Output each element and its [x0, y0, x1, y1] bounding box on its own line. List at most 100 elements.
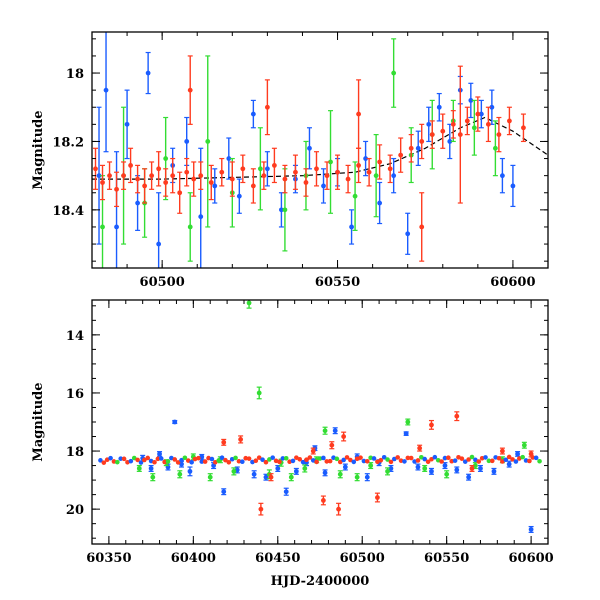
baseline-point	[520, 454, 525, 460]
top-plot-frame	[91, 31, 549, 269]
baseline-point	[429, 456, 434, 462]
data-point	[156, 166, 162, 172]
baseline-point	[425, 459, 431, 465]
baseline-point	[314, 459, 319, 465]
baseline-point	[361, 458, 367, 464]
data-point	[221, 489, 227, 495]
baseline-point	[422, 456, 428, 462]
data-point	[240, 166, 246, 172]
data-point	[335, 169, 340, 175]
data-point	[103, 87, 109, 93]
data-point	[302, 466, 308, 471]
data-point	[500, 448, 505, 454]
data-point	[440, 128, 446, 134]
data-point	[163, 180, 169, 185]
x-tick-label: 60500	[140, 275, 185, 290]
data-point	[363, 156, 368, 161]
baseline-point	[260, 457, 265, 463]
data-point	[426, 121, 432, 127]
data-point	[229, 176, 235, 182]
data-point	[521, 442, 527, 448]
baseline-point	[189, 459, 194, 465]
data-point	[264, 104, 270, 110]
data-point	[177, 471, 183, 477]
data-point	[329, 442, 335, 448]
data-point	[506, 461, 512, 467]
baseline-point	[432, 454, 438, 460]
baseline-point	[442, 455, 448, 461]
baseline-point	[483, 455, 488, 460]
baseline-point	[408, 455, 414, 461]
x-tick-label: 60400	[171, 551, 216, 566]
baseline-point	[334, 456, 340, 462]
data-point	[391, 173, 397, 179]
baseline-point	[236, 458, 242, 464]
baseline-point	[263, 459, 269, 465]
data-point	[491, 468, 497, 474]
data-point	[391, 70, 397, 76]
data-point	[403, 431, 409, 437]
baseline-point	[337, 459, 343, 465]
baseline-point	[108, 455, 113, 461]
baseline-point	[358, 455, 363, 460]
data-point	[492, 145, 498, 151]
baseline-point	[118, 456, 124, 461]
baseline-point	[199, 459, 205, 464]
data-point	[187, 468, 193, 474]
baseline-point	[280, 456, 286, 461]
data-point	[114, 186, 119, 192]
y-tick-label: 18.4	[52, 204, 84, 219]
data-point	[250, 111, 256, 117]
data-point	[100, 224, 105, 230]
data-point	[419, 139, 425, 144]
baseline-point	[500, 459, 505, 464]
data-point	[142, 183, 148, 189]
baseline-point	[240, 459, 245, 465]
baseline-point	[300, 459, 306, 465]
y-tick-label: 16	[66, 387, 84, 402]
data-point	[258, 506, 264, 512]
data-point	[135, 176, 141, 182]
data-point	[388, 466, 394, 471]
baseline-point	[462, 459, 468, 464]
data-point	[500, 173, 505, 179]
data-point	[283, 489, 289, 495]
data-point	[93, 166, 98, 172]
data-point	[148, 466, 154, 471]
data-point	[251, 471, 257, 477]
data-point	[387, 166, 393, 172]
data-point	[429, 468, 434, 474]
baseline-point	[256, 455, 262, 460]
data-point	[257, 166, 263, 172]
y-tick-label: 18.2	[52, 135, 84, 150]
data-point	[250, 183, 256, 189]
data-point	[454, 467, 460, 473]
baseline-point	[513, 459, 519, 464]
data-point	[150, 474, 156, 480]
x-tick-label: 60550	[424, 551, 469, 566]
data-point	[471, 125, 477, 131]
data-point	[368, 463, 374, 468]
data-point	[366, 169, 372, 175]
baseline-point	[135, 457, 140, 463]
baseline-point	[496, 455, 502, 461]
data-point	[124, 121, 130, 127]
baseline-point	[297, 456, 303, 462]
data-point	[377, 200, 383, 206]
top-series-2	[93, 55, 526, 262]
data-point	[478, 111, 484, 117]
data-point	[177, 190, 183, 196]
baseline-point	[121, 456, 127, 462]
data-point	[364, 474, 370, 480]
data-point	[510, 183, 516, 189]
data-point	[322, 470, 328, 476]
baseline-point	[348, 457, 353, 463]
baseline-point	[523, 458, 529, 463]
baseline-point	[162, 459, 167, 465]
data-point	[468, 98, 474, 103]
data-point	[322, 428, 328, 434]
baseline-point	[98, 458, 103, 463]
baseline-point	[142, 457, 147, 463]
data-point	[377, 159, 383, 165]
